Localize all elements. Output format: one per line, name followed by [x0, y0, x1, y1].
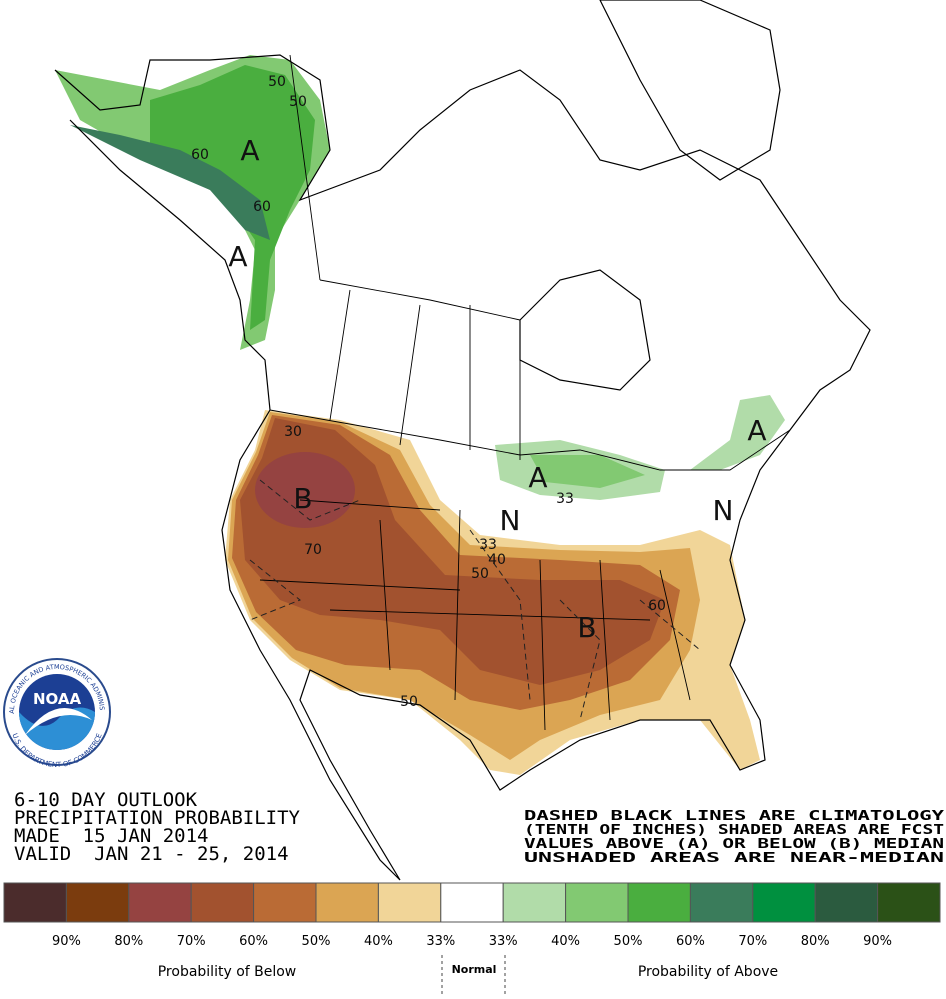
contour-label: 60: [648, 598, 666, 614]
legend-label: 33%: [489, 934, 518, 949]
shading: [55, 55, 785, 775]
legend-below: Probability of Below: [158, 964, 297, 980]
legend-swatch: [253, 882, 317, 923]
contour-label: 60: [191, 147, 209, 163]
legend-swatch: [65, 882, 130, 923]
contour-label: 50: [268, 74, 286, 90]
region-letter: B: [293, 482, 312, 515]
region-letter: A: [747, 414, 766, 447]
contour-label: 60: [253, 199, 271, 215]
contour-label: 33: [556, 491, 574, 507]
outlook-line: VALID JAN 21 - 25, 2014: [14, 843, 289, 865]
below-70: [255, 452, 355, 528]
contour-label: 33: [479, 537, 497, 553]
legend-swatch: [315, 882, 379, 923]
region-letter: A: [228, 240, 247, 273]
legend-label: 70%: [177, 934, 206, 949]
geography: [54, 0, 871, 881]
note-line: UNSHADED AREAS ARE NEAR-MEDIAN: [524, 850, 944, 866]
legend-above: Probability of Above: [638, 964, 778, 980]
legend-label: 40%: [551, 934, 580, 949]
legend-label: 50%: [614, 934, 643, 949]
legend-normal: Normal: [452, 963, 497, 976]
legend-swatch: [877, 882, 941, 923]
legend-label: 33%: [426, 934, 455, 949]
outlook-line: PRECIPITATION PROBABILITY: [14, 807, 301, 829]
legend-label: 60%: [676, 934, 705, 949]
contour-label: 70: [304, 542, 322, 558]
legend-label: 80%: [114, 934, 143, 949]
legend: Probability of Below Normal Probability …: [3, 882, 941, 995]
legend-swatch: [3, 882, 67, 923]
outlook-line: MADE 15 JAN 2014: [14, 825, 208, 847]
legend-swatch: [377, 882, 442, 923]
legend-swatch: [814, 882, 879, 923]
above-60: [70, 125, 270, 240]
note-line: DASHED BLACK LINES ARE CLIMATOLOGY: [524, 808, 945, 824]
legend-swatch: [502, 882, 567, 923]
legend-swatch: [565, 882, 629, 923]
legend-label: 50%: [302, 934, 331, 949]
outlook-line: 6-10 DAY OUTLOOK: [14, 789, 198, 811]
contour-label: 50: [289, 94, 307, 110]
legend-swatch: [752, 882, 816, 923]
note-line: VALUES ABOVE (A) OR BELOW (B) MEDIAN: [524, 836, 944, 852]
legend-label: 60%: [239, 934, 268, 949]
region-letter: N: [713, 494, 734, 527]
legend-swatch: [689, 882, 754, 923]
region-letter: A: [528, 461, 547, 494]
legend-swatch: [128, 882, 192, 923]
legend-label: 40%: [364, 934, 393, 949]
region-letter: N: [500, 504, 521, 537]
region-letter: B: [577, 611, 596, 644]
contour-label: 50: [400, 694, 418, 710]
legend-swatch: [627, 882, 691, 923]
legend-label: 80%: [801, 934, 830, 949]
note-line: (TENTH OF INCHES) SHADED AREAS ARE FCST: [524, 822, 944, 838]
contour-label: 30: [284, 424, 302, 440]
logo-text: NOAA: [33, 690, 82, 708]
legend-label: 70%: [738, 934, 767, 949]
above-40: [530, 455, 645, 488]
legend-swatch: [440, 882, 504, 923]
legend-label: 90%: [52, 934, 81, 949]
note-text: DASHED BLACK LINES ARE CLIMATOLOGY(TENTH…: [524, 808, 945, 866]
legend-label: 90%: [863, 934, 892, 949]
contour-label: 40: [488, 552, 506, 568]
legend-swatch: [190, 882, 255, 923]
region-letter: A: [240, 134, 259, 167]
above-33: [690, 395, 785, 470]
contour-label: 50: [471, 566, 489, 582]
